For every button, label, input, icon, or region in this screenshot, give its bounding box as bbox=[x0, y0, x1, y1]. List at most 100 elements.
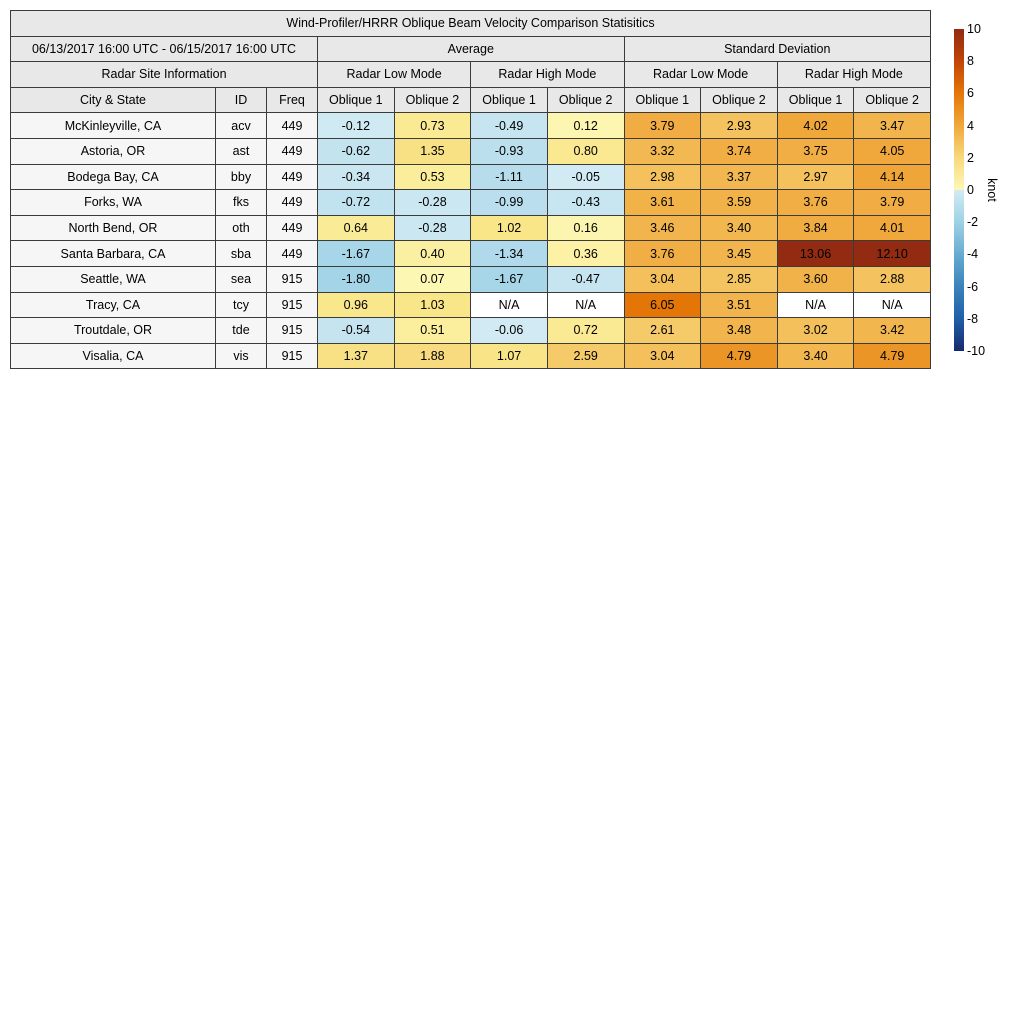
value-cell: 3.51 bbox=[700, 291, 778, 319]
value-cell: 4.01 bbox=[853, 214, 931, 242]
value-cell: 4.79 bbox=[700, 342, 778, 370]
value-cell: 3.79 bbox=[623, 112, 702, 139]
table-row: Troutdale, OR tde 915 -0.54 0.51 -0.06 0.72 2.6… bbox=[10, 317, 931, 344]
value-cell: -0.34 bbox=[317, 163, 395, 191]
id-col-header: ID bbox=[215, 86, 267, 114]
value-cell: 4.02 bbox=[776, 112, 855, 139]
colorbar: 10 8 6 4 2 0 -2 -4 -6 -8 -10 knot bbox=[954, 22, 1024, 358]
freq-cell: 449 bbox=[266, 163, 318, 191]
value-cell: 4.05 bbox=[853, 137, 931, 165]
value-cell: 0.96 bbox=[317, 291, 395, 319]
value-cell: -1.34 bbox=[470, 240, 548, 267]
value-cell: N/A bbox=[776, 291, 855, 319]
value-cell: 1.88 bbox=[393, 342, 472, 370]
value-cell: 3.48 bbox=[700, 317, 778, 344]
colorbar-tick-label: 2 bbox=[967, 150, 974, 165]
value-cell: N/A bbox=[470, 291, 548, 319]
value-cell: 2.97 bbox=[776, 163, 855, 191]
colorbar-unit-label: knot bbox=[970, 162, 1014, 218]
site-info-header: Radar Site Information bbox=[10, 61, 318, 88]
value-cell: 1.02 bbox=[470, 214, 548, 242]
value-cell: -1.11 bbox=[470, 163, 548, 191]
freq-cell: 449 bbox=[266, 240, 318, 267]
id-cell: acv bbox=[215, 112, 267, 139]
value-cell: 3.46 bbox=[623, 214, 702, 242]
value-cell: -0.06 bbox=[470, 317, 548, 344]
value-cell: 3.02 bbox=[776, 317, 855, 344]
oblique2-col-header: Oblique 2 bbox=[546, 86, 625, 114]
value-cell: 3.40 bbox=[776, 342, 855, 370]
value-cell: -0.99 bbox=[470, 189, 548, 216]
city-cell: Troutdale, OR bbox=[10, 317, 216, 344]
table-row: Bodega Bay, CA bby 449 -0.34 0.53 -1.11 -0.05 2… bbox=[10, 163, 931, 191]
value-cell: -0.43 bbox=[546, 189, 625, 216]
value-cell: -0.05 bbox=[546, 163, 625, 191]
value-cell: 1.35 bbox=[393, 137, 472, 165]
colorbar-tick-label: 6 bbox=[967, 86, 974, 101]
value-cell: 0.07 bbox=[393, 265, 472, 293]
value-cell: -0.49 bbox=[470, 112, 548, 139]
value-cell: 0.72 bbox=[546, 317, 625, 344]
value-cell: 4.79 bbox=[853, 342, 931, 370]
value-cell: -0.93 bbox=[470, 137, 548, 165]
value-cell: -0.12 bbox=[317, 112, 395, 139]
value-cell: 0.80 bbox=[546, 137, 625, 165]
value-cell: 3.84 bbox=[776, 214, 855, 242]
id-cell: tde bbox=[215, 317, 267, 344]
table-row: North Bend, OR oth 449 0.64 -0.28 1.02 0.16 3.4… bbox=[10, 214, 931, 242]
std-group-header: Standard Deviation bbox=[623, 35, 931, 63]
id-cell: tcy bbox=[215, 291, 267, 319]
colorbar-tick-label: -8 bbox=[967, 311, 979, 326]
avg-low-mode-header: Radar Low Mode bbox=[316, 61, 472, 88]
value-cell: 1.07 bbox=[470, 342, 548, 370]
std-low-mode-header: Radar Low Mode bbox=[623, 61, 778, 88]
value-cell: 0.16 bbox=[546, 214, 625, 242]
value-cell: 1.03 bbox=[393, 291, 472, 319]
id-cell: vis bbox=[215, 342, 267, 370]
id-cell: bby bbox=[215, 163, 267, 191]
colorbar-tick-label: -4 bbox=[967, 247, 979, 262]
table-row: Tracy, CA tcy 915 0.96 1.03 N/A N/A 6.05 3.51 N/A… bbox=[10, 291, 931, 319]
value-cell: 3.59 bbox=[700, 189, 778, 216]
value-cell: 2.93 bbox=[700, 112, 778, 139]
colorbar-gradient bbox=[954, 29, 964, 351]
value-cell: 3.37 bbox=[700, 163, 778, 191]
freq-cell: 915 bbox=[266, 342, 318, 370]
table-row: Visalia, CA vis 915 1.37 1.88 1.07 2.59 3.04 4.7… bbox=[10, 342, 931, 370]
std-high-mode-header: Radar High Mode bbox=[776, 61, 932, 88]
value-cell: 0.12 bbox=[546, 112, 625, 139]
id-cell: fks bbox=[215, 189, 267, 216]
id-cell: sba bbox=[215, 240, 267, 267]
value-cell: -0.72 bbox=[317, 189, 395, 216]
table-row: Seattle, WA sea 915 -1.80 0.07 -1.67 -0.47 3.04… bbox=[10, 265, 931, 293]
value-cell: N/A bbox=[853, 291, 931, 319]
colorbar-unit-text: knot bbox=[984, 178, 999, 202]
value-cell: 2.61 bbox=[623, 317, 702, 344]
freq-cell: 449 bbox=[266, 112, 318, 139]
value-cell: 0.40 bbox=[393, 240, 472, 267]
city-cell: Astoria, OR bbox=[10, 137, 216, 165]
value-cell: 3.79 bbox=[853, 189, 931, 216]
column-header-row: City & State ID Freq Oblique 1 Oblique 2… bbox=[10, 86, 931, 114]
city-cell: Tracy, CA bbox=[10, 291, 216, 319]
colorbar-tick-label: -10 bbox=[967, 344, 986, 358]
table-row: Santa Barbara, CA sba 449 -1.67 0.40 -1.34 0.3… bbox=[10, 240, 931, 267]
value-cell: 2.98 bbox=[623, 163, 702, 191]
value-cell: -1.80 bbox=[317, 265, 395, 293]
oblique1-col-header: Oblique 1 bbox=[623, 86, 702, 114]
city-cell: Forks, WA bbox=[10, 189, 216, 216]
table-row: Astoria, OR ast 449 -0.62 1.35 -0.93 0.80 3.32 3… bbox=[10, 137, 931, 165]
value-cell: 0.51 bbox=[393, 317, 472, 344]
oblique1-col-header: Oblique 1 bbox=[470, 86, 548, 114]
value-cell: 0.36 bbox=[546, 240, 625, 267]
value-cell: 6.05 bbox=[623, 291, 702, 319]
freq-cell: 449 bbox=[266, 137, 318, 165]
value-cell: 12.10 bbox=[853, 240, 931, 267]
value-cell: 2.88 bbox=[853, 265, 931, 293]
date-range: 06/13/2017 16:00 UTC - 06/15/2017 16:00 … bbox=[10, 35, 318, 63]
value-cell: -0.47 bbox=[546, 265, 625, 293]
value-cell: 3.04 bbox=[623, 265, 702, 293]
freq-cell: 449 bbox=[266, 214, 318, 242]
city-col-header: City & State bbox=[10, 86, 216, 114]
